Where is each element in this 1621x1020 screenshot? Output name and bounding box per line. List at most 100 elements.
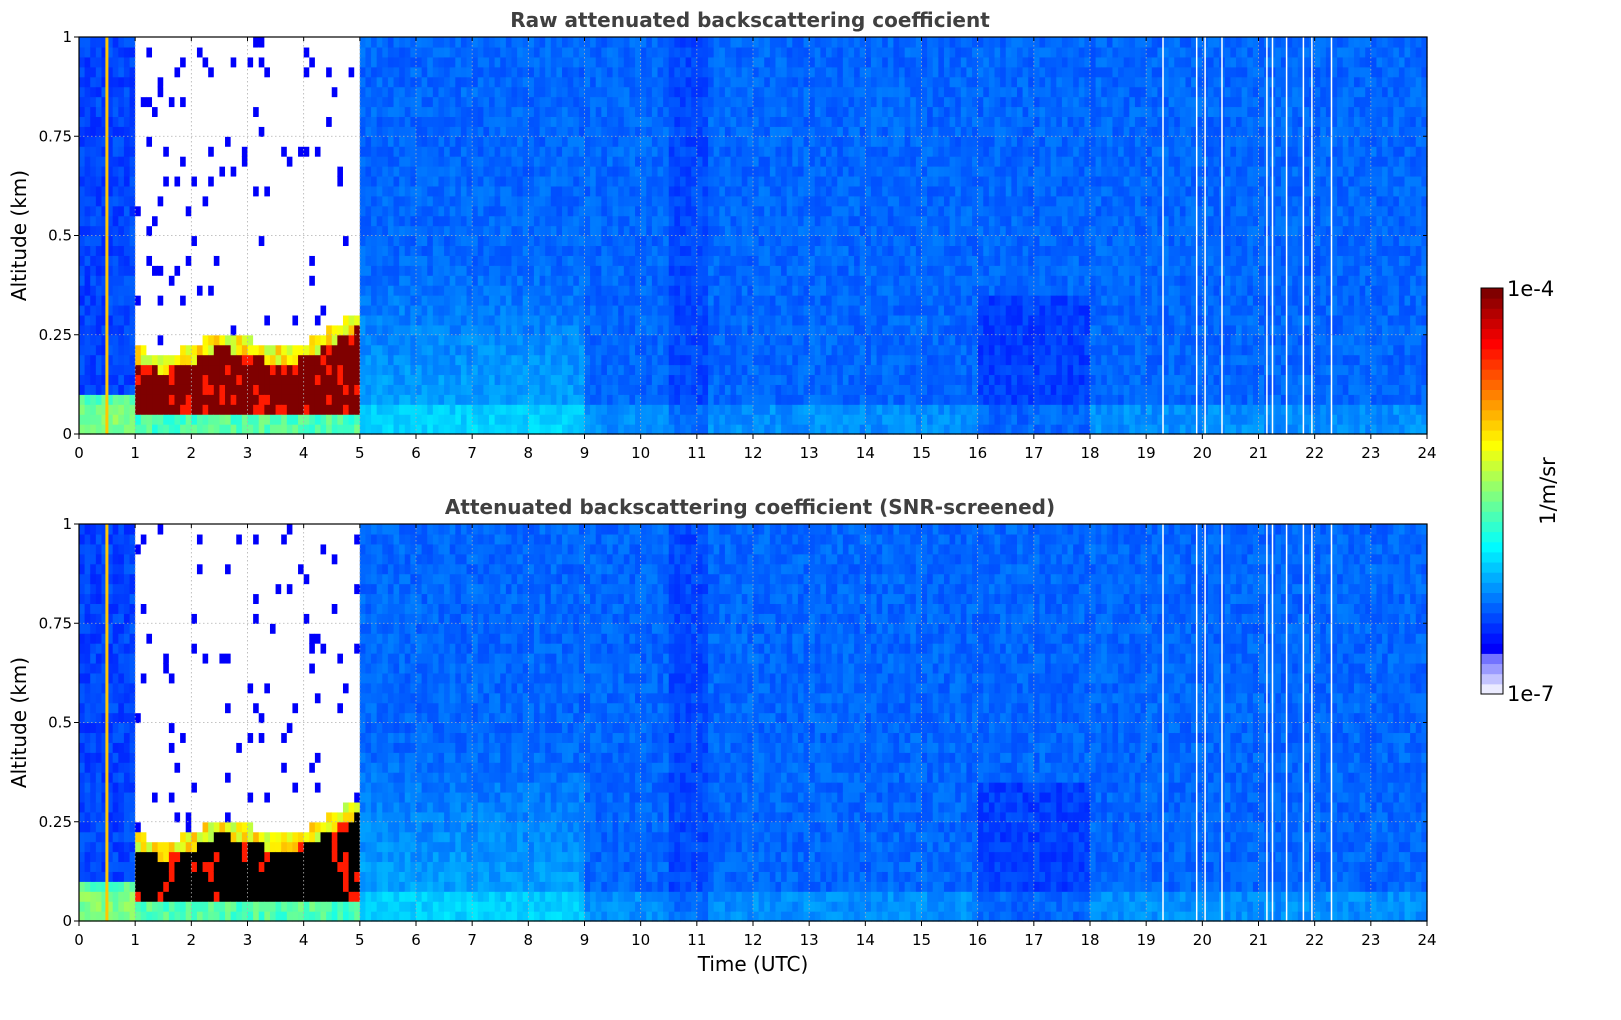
colorbar-max-label: 1e-4 xyxy=(1507,277,1554,301)
x-tick-label: 18 xyxy=(1080,931,1099,949)
colorbar-segment xyxy=(1481,572,1503,583)
x-tick-label: 6 xyxy=(411,931,421,949)
colorbar: 1e-4 1e-7 1/m/sr xyxy=(1480,277,1560,706)
colorbar-segment xyxy=(1481,440,1503,451)
x-tick-label: 21 xyxy=(1249,931,1268,949)
colorbar-segment xyxy=(1481,592,1503,604)
colorbar-segment xyxy=(1481,491,1503,502)
colorbar-segment xyxy=(1481,399,1503,411)
chart-title: Raw attenuated backscattering coefficien… xyxy=(510,8,990,32)
y-tick-label: 0.75 xyxy=(39,614,72,632)
x-tick-label: 13 xyxy=(800,444,819,462)
x-tick-label: 4 xyxy=(299,931,309,949)
y-tick-label: 0.25 xyxy=(39,326,72,344)
colorbar-segment xyxy=(1481,551,1503,563)
panel-snr-screened: 0 1 2 3 4 5 6 7 8 9 10 11 12 13 14 15 16 17 18 19 20 21 22 23 24… xyxy=(7,495,1437,976)
x-tick-label: 13 xyxy=(800,931,819,949)
y-tick-label: 0 xyxy=(62,425,72,443)
y-axis-label: Altitude (km) xyxy=(7,657,31,788)
x-tick-label: 1 xyxy=(130,931,140,949)
y-tick-label: 1 xyxy=(62,28,72,46)
x-tick-label: 4 xyxy=(299,444,309,462)
colorbar-segment xyxy=(1481,348,1503,360)
y-axis-label: Altitude (km) xyxy=(7,170,31,301)
x-tick-label: 12 xyxy=(743,444,762,462)
colorbar-segment xyxy=(1481,379,1503,390)
heatmap-cells xyxy=(79,524,1428,922)
colorbar-segment xyxy=(1481,633,1503,644)
x-tick-label: 9 xyxy=(580,931,590,949)
colorbar-segment xyxy=(1481,389,1503,401)
y-tick-label: 0.5 xyxy=(48,227,72,245)
x-tick-label: 23 xyxy=(1361,444,1380,462)
x-tick-label: 2 xyxy=(187,444,197,462)
colorbar-segment xyxy=(1481,450,1503,462)
x-tick-label: 5 xyxy=(355,444,365,462)
colorbar-segment xyxy=(1481,460,1503,472)
x-tick-label: 2 xyxy=(187,931,197,949)
colorbar-segment xyxy=(1481,288,1503,299)
x-tick-label: 1 xyxy=(130,444,140,462)
colorbar-frame xyxy=(1480,287,1504,695)
colorbar-label: 1/m/sr xyxy=(1536,457,1560,525)
colorbar-segment xyxy=(1481,369,1503,380)
colorbar-segment xyxy=(1481,338,1503,350)
colorbar-segment xyxy=(1481,409,1503,421)
x-tick-label: 9 xyxy=(580,444,590,462)
colorbar-segment xyxy=(1481,612,1503,624)
x-tick-label: 21 xyxy=(1249,444,1268,462)
y-tick-label: 0.25 xyxy=(39,813,72,831)
colorbar-segment xyxy=(1481,298,1503,309)
x-tick-label: 0 xyxy=(74,444,84,462)
colorbar-segment xyxy=(1481,562,1503,573)
colorbar-segment xyxy=(1481,359,1503,370)
x-tick-label: 6 xyxy=(411,444,421,462)
x-tick-label: 8 xyxy=(524,444,534,462)
x-tick-label: 17 xyxy=(1024,444,1043,462)
x-tick-label: 3 xyxy=(243,931,253,949)
x-tick-label: 18 xyxy=(1080,444,1099,462)
x-tick-label: 7 xyxy=(467,444,477,462)
colorbar-segment xyxy=(1481,480,1503,492)
y-tick-label: 0.75 xyxy=(39,127,72,145)
colorbar-segment xyxy=(1481,673,1503,685)
x-tick-label: 14 xyxy=(856,931,875,949)
x-axis-label: Time (UTC) xyxy=(697,952,809,976)
x-tick-label: 8 xyxy=(524,931,534,949)
x-tick-label: 16 xyxy=(968,444,987,462)
colorbar-segment xyxy=(1481,653,1503,665)
x-tick-label: 17 xyxy=(1024,931,1043,949)
panel-raw: 0 1 2 3 4 5 6 7 8 9 10 11 12 13 14 15 16 17 18 19 20 21 22 23 24… xyxy=(7,8,1437,462)
x-tick-label: 15 xyxy=(912,931,931,949)
colorbar-segment xyxy=(1481,501,1503,512)
x-tick-label: 11 xyxy=(687,931,706,949)
y-tick-label: 1 xyxy=(62,515,72,533)
x-tick-label: 16 xyxy=(968,931,987,949)
x-tick-label: 14 xyxy=(856,444,875,462)
colorbar-segment xyxy=(1481,541,1503,553)
colorbar-segment xyxy=(1481,430,1503,441)
colorbar-segment xyxy=(1481,328,1503,340)
x-tick-label: 0 xyxy=(74,931,84,949)
x-tick-label: 22 xyxy=(1305,931,1324,949)
x-tick-label: 10 xyxy=(631,444,650,462)
colorbar-segment xyxy=(1481,318,1503,330)
x-tick-label: 3 xyxy=(243,444,253,462)
x-tick-label: 20 xyxy=(1193,444,1212,462)
colorbar-min-label: 1e-7 xyxy=(1507,682,1554,706)
colorbar-segment xyxy=(1481,470,1503,482)
y-tick-label: 0 xyxy=(62,912,72,930)
bright-column xyxy=(105,524,109,921)
colorbar-segment xyxy=(1481,511,1503,522)
colorbar-segment xyxy=(1481,643,1503,654)
x-tick-label: 19 xyxy=(1137,931,1156,949)
x-tick-label: 15 xyxy=(912,444,931,462)
colorbar-segment xyxy=(1481,308,1503,319)
x-tick-label: 7 xyxy=(467,931,477,949)
chart-title: Attenuated backscattering coefficient (S… xyxy=(445,495,1055,519)
x-tick-label: 5 xyxy=(355,931,365,949)
colorbar-segment xyxy=(1481,663,1503,675)
colorbar-segment xyxy=(1481,602,1503,614)
colorbar-segment xyxy=(1481,531,1503,543)
